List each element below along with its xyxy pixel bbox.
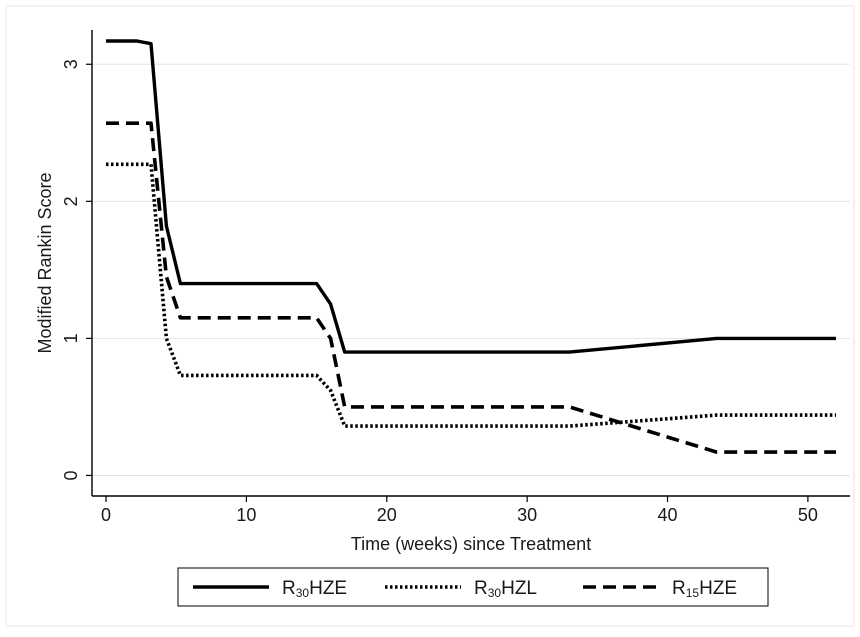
legend-label-base: R bbox=[282, 578, 296, 599]
legend-label-rest: HZE bbox=[309, 578, 347, 599]
y-tick-label: 2 bbox=[61, 196, 81, 206]
legend-label: R30HZE bbox=[282, 578, 347, 600]
series-line-3 bbox=[106, 121, 836, 454]
axes-layer bbox=[91, 30, 850, 497]
legend-label-rest: HZL bbox=[501, 578, 537, 599]
y-tick-label: 1 bbox=[61, 333, 81, 343]
graph-region-border bbox=[5, 5, 855, 627]
x-axis-title: Time (weeks) since Treatment bbox=[351, 534, 591, 554]
legend-label-base: R bbox=[474, 578, 488, 599]
x-tick-label: 50 bbox=[798, 505, 818, 525]
legend-label-subscript: 15 bbox=[686, 586, 700, 600]
legend-label: R30HZL bbox=[474, 578, 537, 600]
legend-label-rest: HZE bbox=[699, 578, 737, 599]
y-axis-title: Modified Rankin Score bbox=[35, 172, 55, 353]
legend-label: R15HZE bbox=[672, 578, 737, 600]
x-tick-label: 20 bbox=[377, 505, 397, 525]
x-tick-label: 40 bbox=[658, 505, 678, 525]
x-tick-label: 0 bbox=[101, 505, 111, 525]
legend-label-subscript: 30 bbox=[296, 586, 310, 600]
series-line-1 bbox=[106, 39, 836, 354]
y-tick-label: 3 bbox=[61, 59, 81, 69]
y-tick-label: 0 bbox=[61, 470, 81, 480]
legend-label-subscript: 30 bbox=[488, 586, 502, 600]
legend-box bbox=[177, 567, 769, 607]
series-line-2 bbox=[106, 162, 836, 428]
series-layer bbox=[106, 39, 836, 454]
x-tick-label: 30 bbox=[517, 505, 537, 525]
legend-label-base: R bbox=[672, 578, 686, 599]
x-tick-label: 10 bbox=[236, 505, 256, 525]
legend: R30HZE R30HZL R15HZE bbox=[177, 567, 769, 607]
